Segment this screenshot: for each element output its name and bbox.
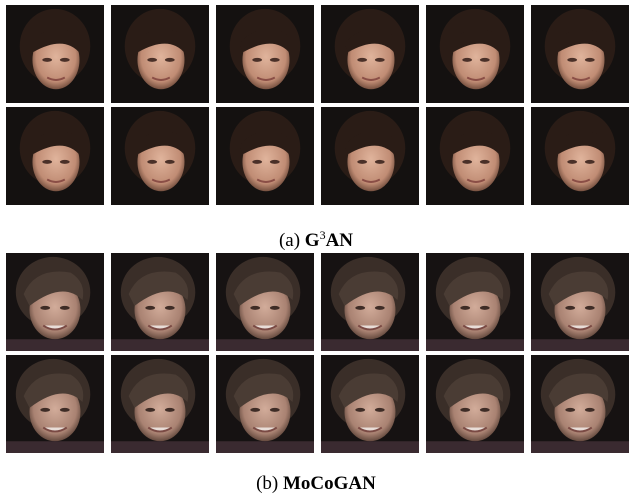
face-frame — [215, 355, 315, 453]
face-frame — [215, 5, 315, 103]
face-frame — [425, 253, 525, 351]
face-frame — [425, 5, 525, 103]
face-frame — [5, 253, 105, 351]
face-frame — [215, 107, 315, 205]
face-frame — [5, 355, 105, 453]
caption: (a) G3AN — [279, 228, 353, 251]
face-frame — [110, 355, 210, 453]
caption: (b) MoCoGAN — [256, 473, 376, 494]
image-grid — [5, 5, 630, 205]
face-frame — [425, 355, 525, 453]
face-frame — [530, 355, 630, 453]
face-frame — [215, 253, 315, 351]
image-grid — [5, 253, 630, 453]
face-frame — [530, 5, 630, 103]
face-frame — [320, 355, 420, 453]
face-frame — [110, 107, 210, 205]
face-frame — [530, 107, 630, 205]
face-frame — [5, 5, 105, 103]
face-frame — [320, 107, 420, 205]
face-frame — [530, 253, 630, 351]
face-frame — [320, 5, 420, 103]
face-frame — [320, 253, 420, 351]
face-frame — [5, 107, 105, 205]
face-frame — [425, 107, 525, 205]
face-frame — [110, 253, 210, 351]
face-frame — [110, 5, 210, 103]
